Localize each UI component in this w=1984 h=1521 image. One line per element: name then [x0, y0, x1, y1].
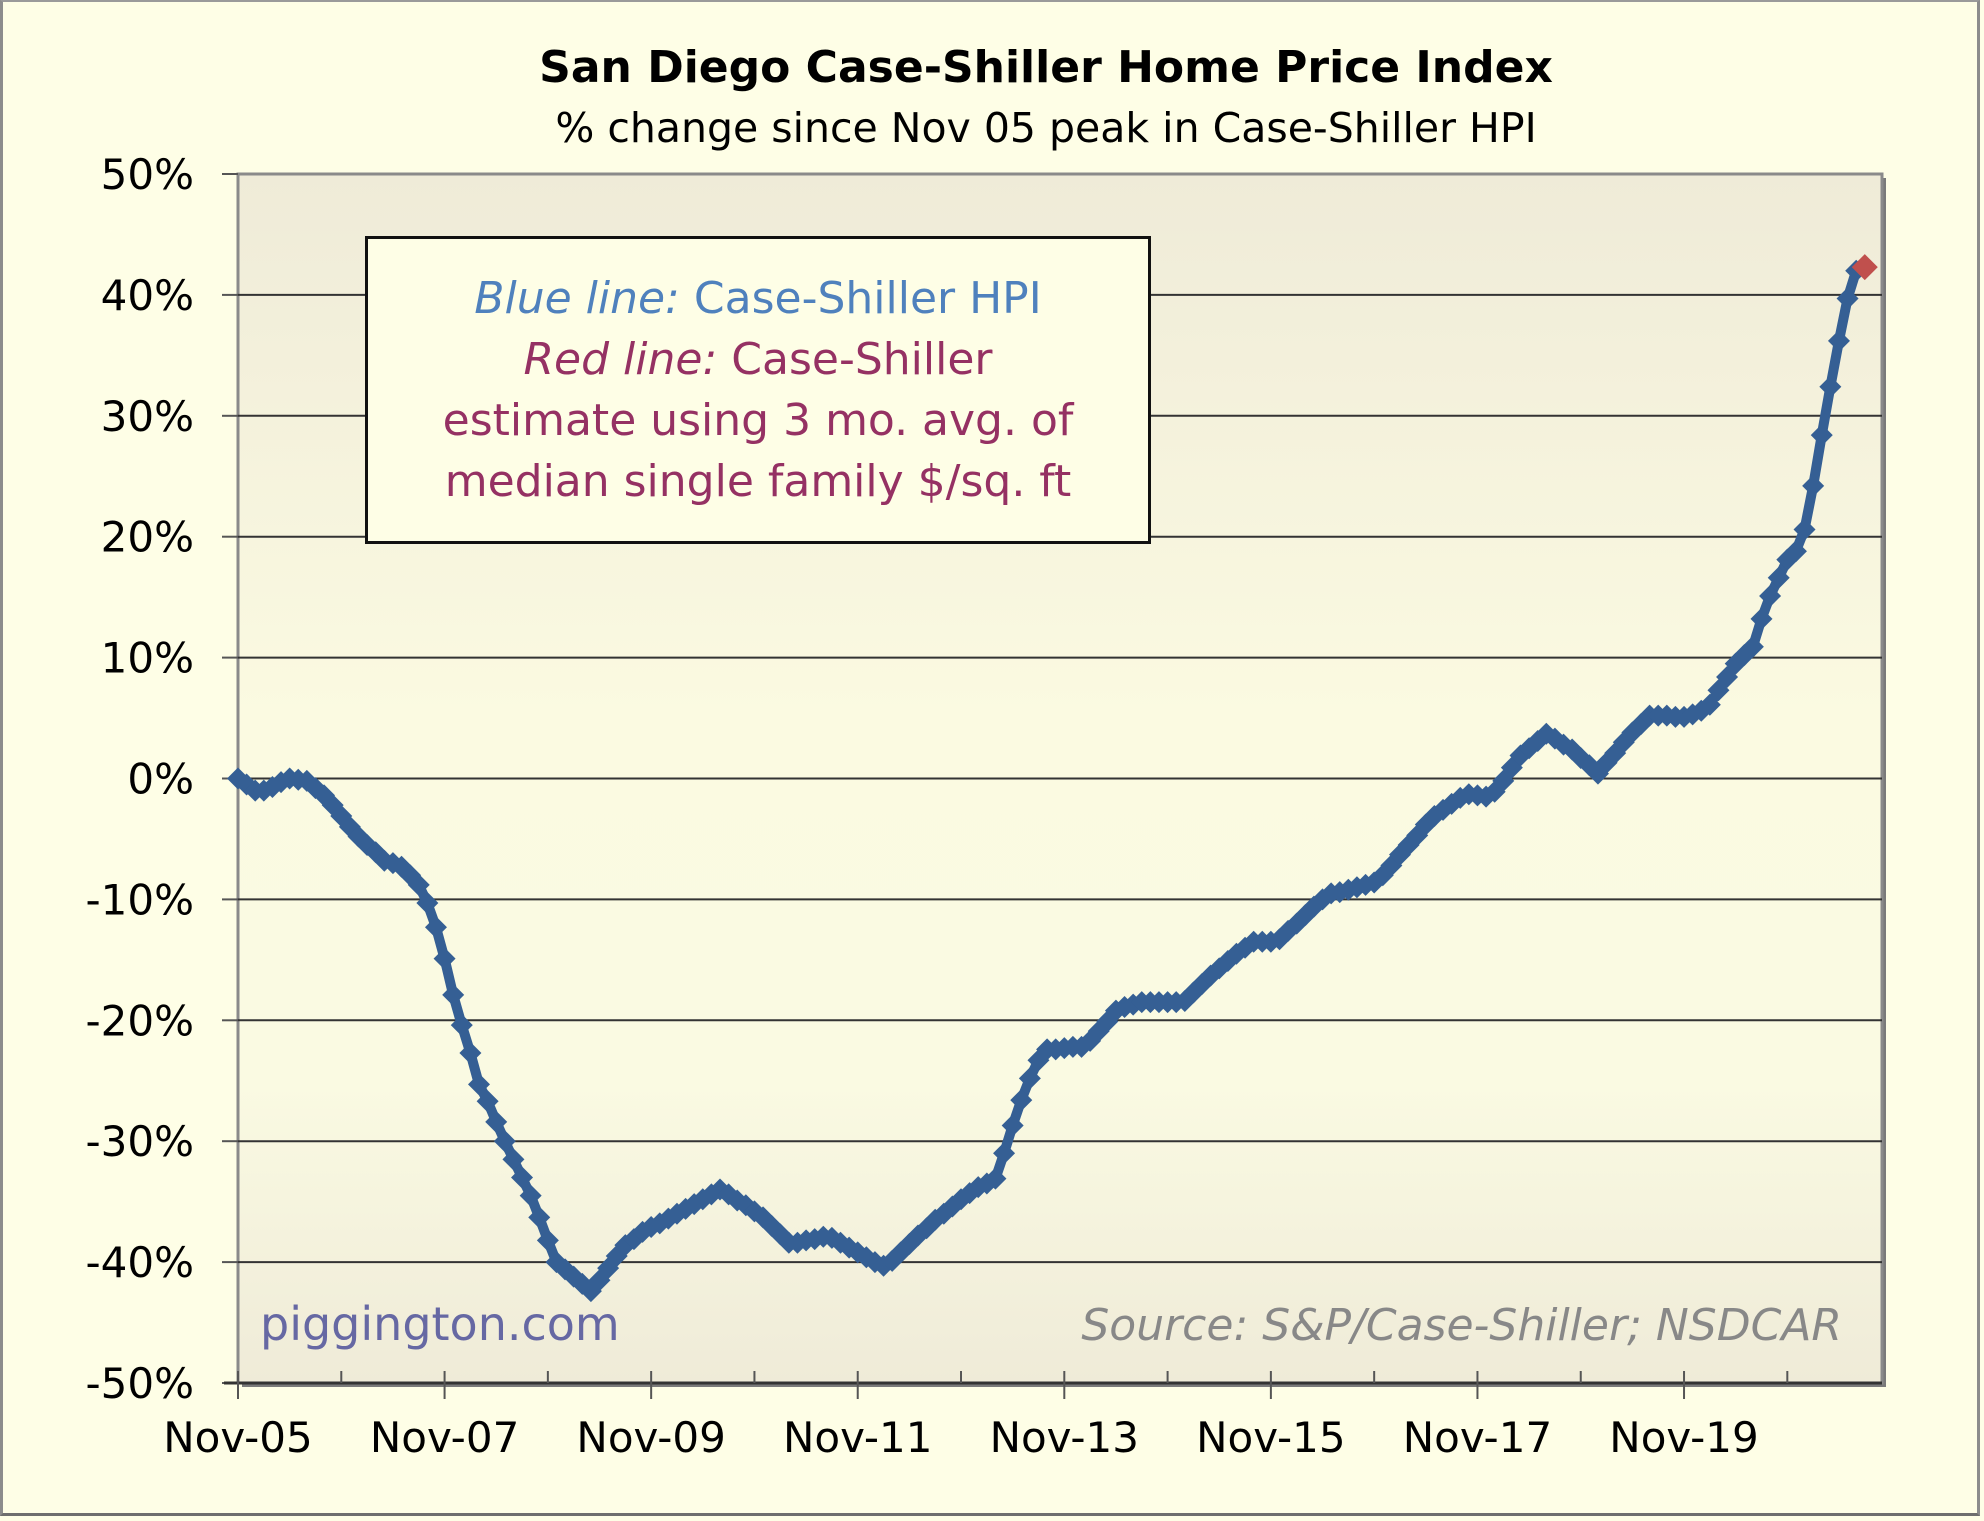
hpi-data-point [459, 1041, 482, 1064]
x-tick-label: Nov-13 [990, 1413, 1139, 1462]
source-note: Source: S&P/Case-Shiller; NSDCAR [1081, 1300, 1842, 1351]
x-tick-label: Nov-17 [1403, 1413, 1552, 1462]
hpi-data-point [502, 1148, 525, 1171]
legend-red-key: Red line: [523, 334, 718, 385]
hpi-data-point [519, 1184, 542, 1207]
hpi-data-point [442, 983, 465, 1006]
hpi-data-point [1793, 518, 1816, 541]
hpi-data-point [1784, 540, 1807, 563]
y-tick-label: 40% [101, 271, 194, 320]
hpi-data-point [1767, 566, 1790, 589]
legend-blue-key: Blue line: [474, 273, 680, 324]
legend-blue-line: Blue line: Case-Shiller HPI [474, 268, 1041, 329]
hpi-data-point [993, 1142, 1016, 1165]
y-tick-label: 10% [101, 634, 194, 683]
hpi-data-point [1741, 635, 1764, 658]
hpi-data-point [511, 1166, 534, 1189]
legend-red-line: Red line: Case-Shiller [523, 329, 992, 390]
chart-title: San Diego Case-Shiller Home Price Index [539, 42, 1553, 93]
series-layer [227, 254, 1878, 1303]
hpi-data-point [1018, 1067, 1041, 1090]
hpi-data-point [416, 892, 439, 915]
hpi-data-point [493, 1130, 516, 1153]
y-tick-label: 30% [101, 392, 194, 441]
hpi-data-point [1750, 607, 1773, 630]
hpi-data-point [485, 1110, 508, 1133]
series-0 [227, 259, 1868, 1303]
legend-blue-text: Case-Shiller HPI [693, 273, 1042, 324]
chart-subtitle: % change since Nov 05 peak in Case-Shill… [555, 104, 1536, 152]
y-tick-label: 20% [101, 513, 194, 562]
hpi-data-point [1010, 1089, 1033, 1112]
hpi-data-point [1827, 329, 1850, 352]
x-tick-label: Nov-07 [370, 1413, 519, 1462]
hpi-data-point [450, 1014, 473, 1037]
hpi-data-point [528, 1206, 551, 1229]
series-1 [1851, 254, 1878, 281]
hpi-data-point [1001, 1114, 1024, 1137]
estimate-data-point [1851, 254, 1878, 281]
hpi-data-point [1698, 693, 1721, 716]
hpi-data-point [468, 1073, 491, 1096]
y-tick-label: 0% [127, 755, 194, 804]
x-tick-label: Nov-15 [1196, 1413, 1345, 1462]
y-tick-label: -20% [85, 996, 194, 1045]
hpi-data-point [1836, 287, 1859, 310]
watermark: piggington.com [260, 1297, 620, 1351]
y-tick-label: -40% [85, 1238, 194, 1287]
y-tick-label: -50% [85, 1359, 194, 1408]
hpi-data-point [1819, 375, 1842, 398]
hpi-data-point [476, 1090, 499, 1113]
x-tick-label: Nov-09 [576, 1413, 725, 1462]
y-axis: 50% 40% 30% 20% 10% 0% -10% -20% -30% -40% -50% [85, 150, 238, 1408]
hpi-data-point [1759, 584, 1782, 607]
y-tick-label: 50% [101, 150, 194, 199]
hpi-data-point [424, 916, 447, 939]
legend-red-line-2: estimate using 3 mo. avg. of [442, 395, 1074, 446]
x-tick-label: Nov-19 [1609, 1413, 1758, 1462]
legend: Blue line: Case-Shiller HPI Red line: Ca… [365, 236, 1151, 544]
y-tick-label: -30% [85, 1117, 194, 1166]
legend-red-line-3: median single family $/sq. ft [444, 456, 1072, 507]
hpi-data-point [536, 1229, 559, 1252]
x-tick-label: Nov-05 [163, 1413, 312, 1462]
hpi-data-point [984, 1167, 1007, 1190]
x-tick-label: Nov-11 [783, 1413, 932, 1462]
hpi-data-point [1802, 474, 1825, 497]
y-tick-label: -10% [85, 875, 194, 924]
hpi-data-point [1810, 424, 1833, 447]
x-axis: Nov-05 Nov-07 Nov-09 Nov-11 Nov-13 Nov-15 Nov-… [163, 1371, 1882, 1462]
legend-red-text: Case-Shiller [731, 334, 993, 385]
hpi-data-point [433, 947, 456, 970]
hpi-data-point [407, 873, 430, 896]
